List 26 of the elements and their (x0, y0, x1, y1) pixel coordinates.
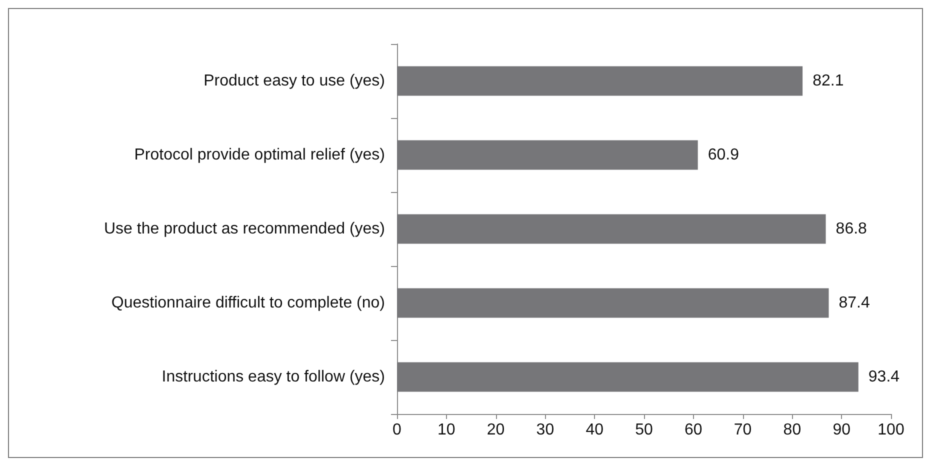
x-tick-label: 70 (734, 422, 752, 438)
data-label: 93.4 (868, 368, 900, 386)
y-tick-label: Use the product as recommended (yes) (104, 220, 385, 238)
x-tick-label: 10 (438, 422, 456, 438)
y-tick-label: Questionnaire difficult to complete (no) (111, 294, 385, 312)
data-label: 60.9 (708, 146, 740, 164)
bar (397, 362, 858, 392)
data-label: 87.4 (838, 294, 870, 312)
y-tick-label: Instructions easy to follow (yes) (162, 368, 385, 386)
bar (397, 66, 803, 96)
x-tick-label: 80 (783, 422, 802, 438)
x-tick-label: 60 (684, 422, 702, 438)
bar (397, 288, 829, 318)
x-tick-label: 0 (392, 422, 402, 438)
x-tick-label: 20 (486, 422, 505, 438)
bar (397, 214, 826, 244)
x-tick-label: 50 (635, 422, 653, 438)
bar (397, 140, 698, 170)
data-label: 86.8 (836, 220, 868, 238)
y-tick-label: Product easy to use (yes) (204, 72, 385, 90)
x-tick-label: 100 (878, 422, 904, 438)
x-tick-label: 40 (586, 422, 604, 438)
x-tick-label: 90 (832, 422, 851, 438)
x-tick-label: 30 (536, 422, 554, 438)
data-label: 82.1 (812, 72, 844, 90)
y-tick-label: Protocol provide optimal relief (yes) (134, 146, 385, 164)
